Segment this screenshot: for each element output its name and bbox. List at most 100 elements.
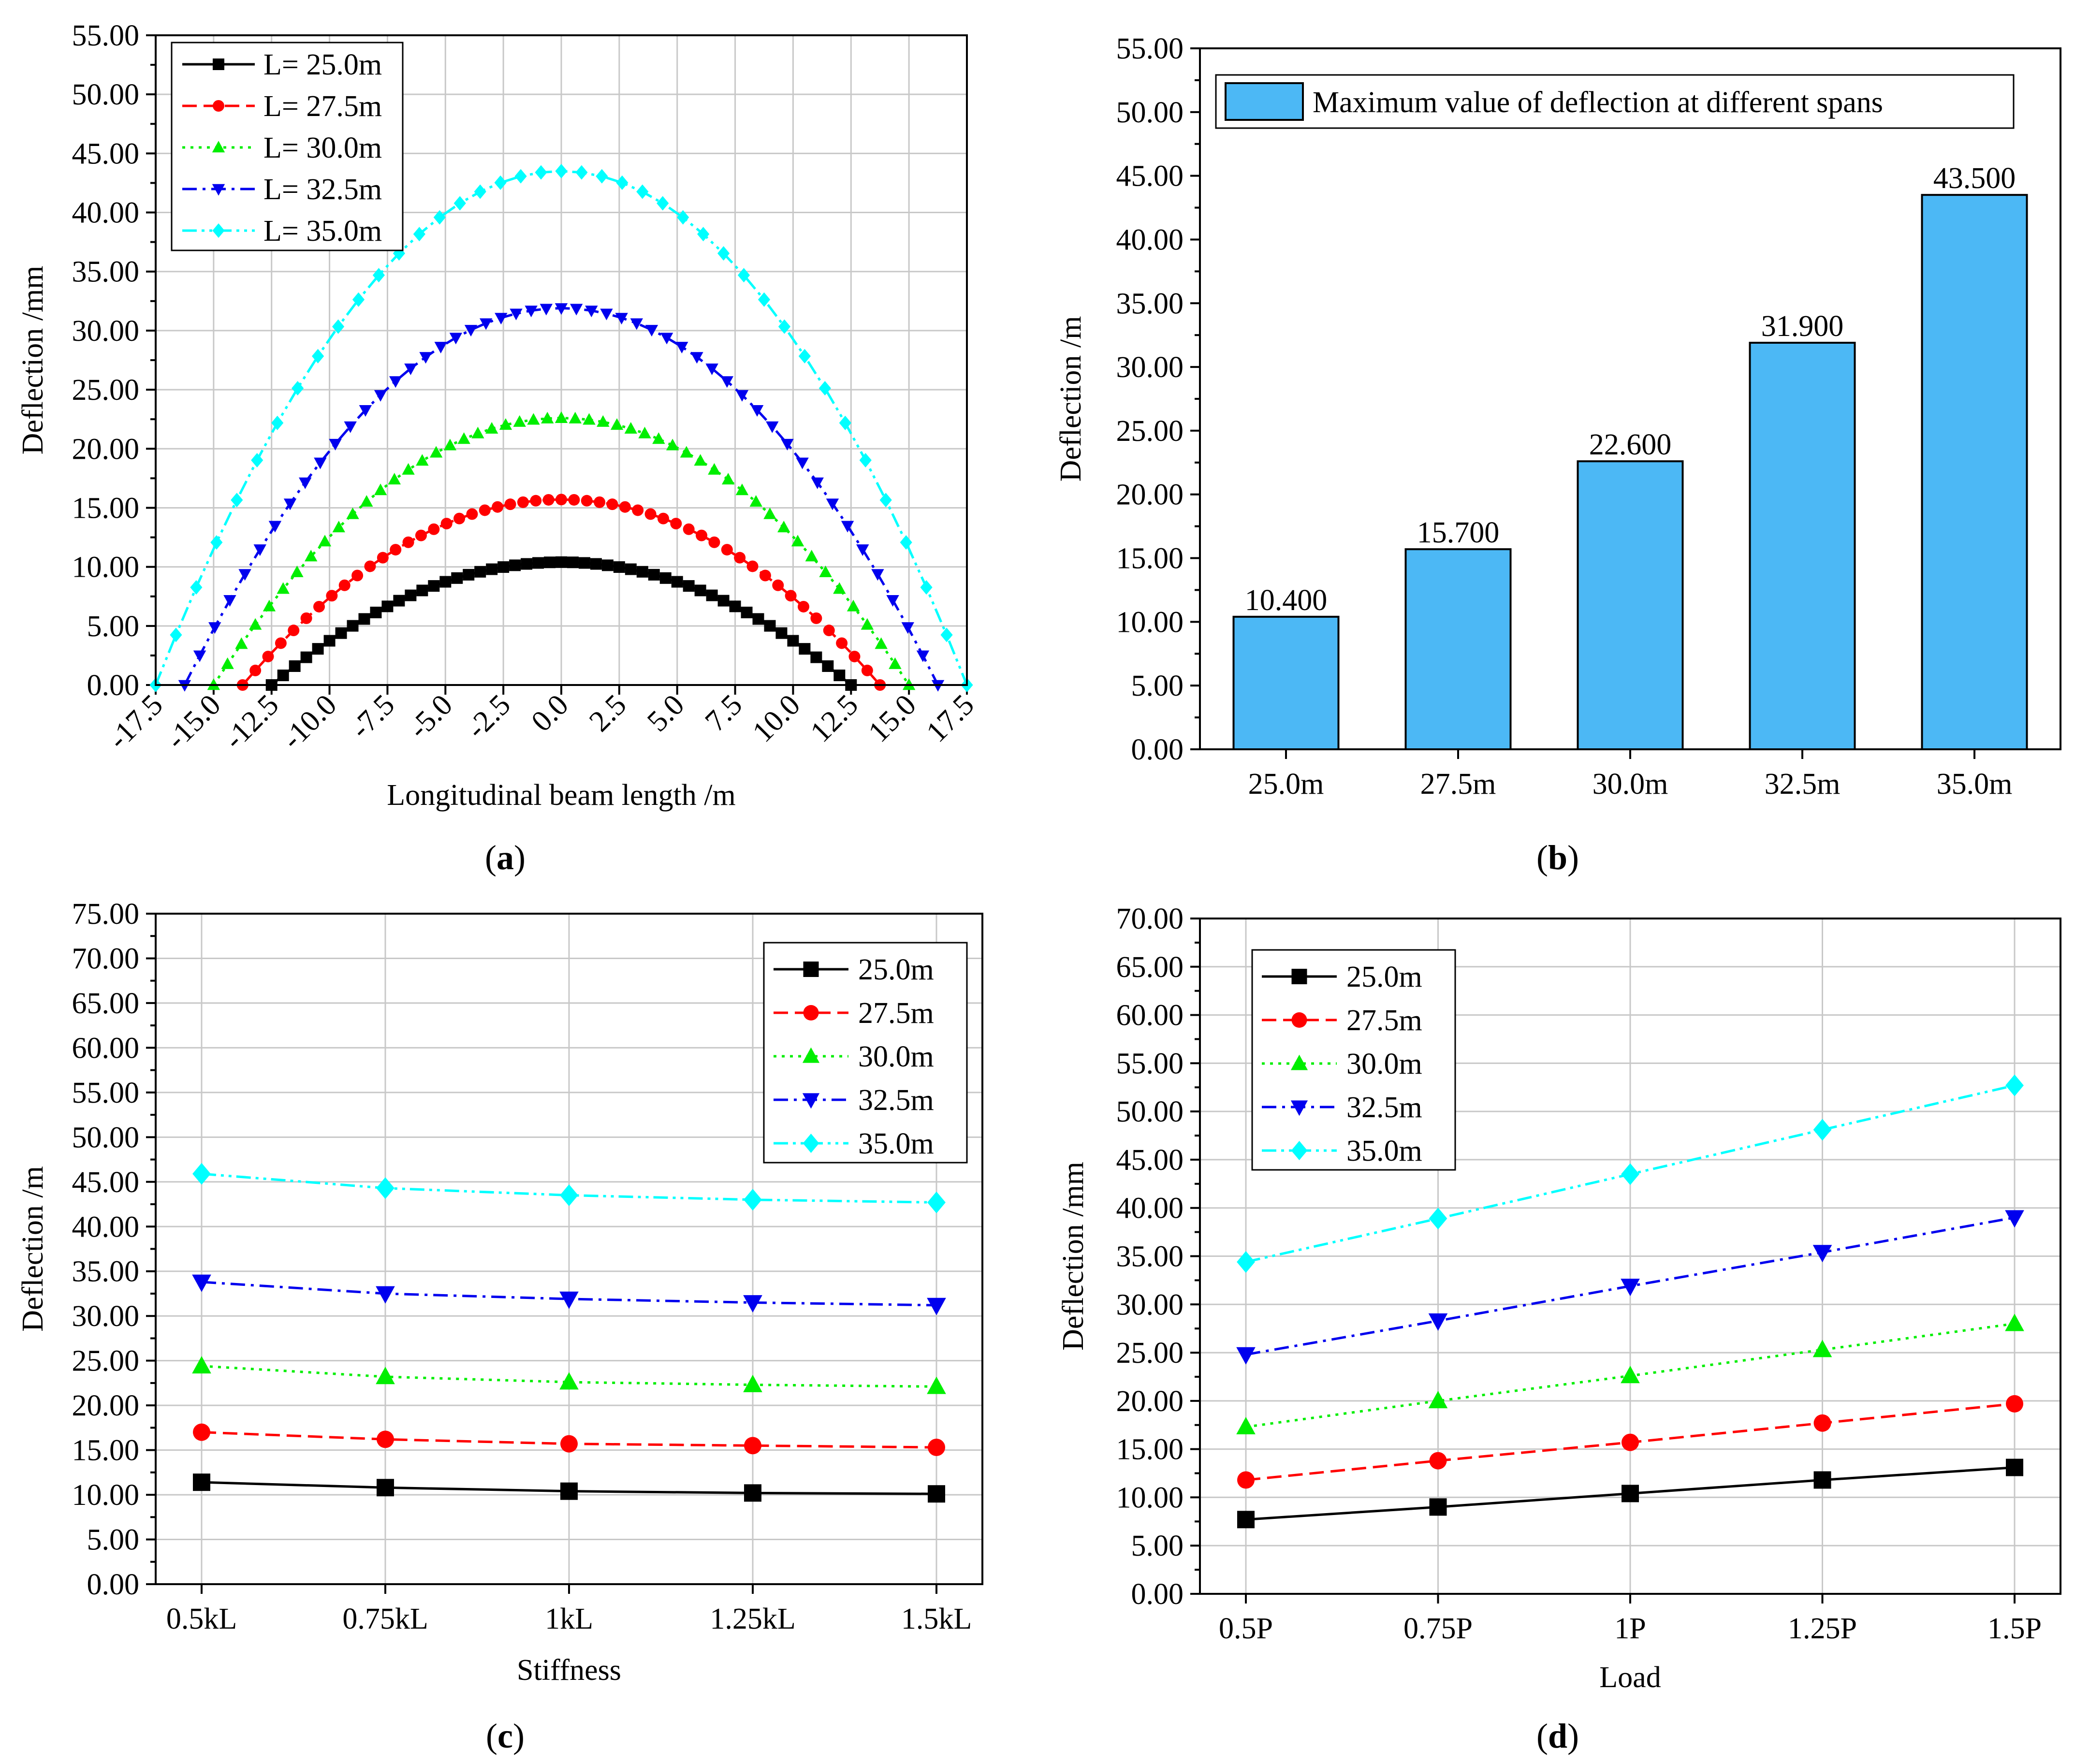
data-point	[323, 635, 336, 647]
data-point	[370, 606, 382, 618]
data-point	[645, 325, 658, 337]
series-1	[193, 1473, 945, 1503]
data-point	[683, 523, 695, 535]
legend-label: 35.0m	[858, 1127, 934, 1160]
data-point	[495, 313, 508, 325]
y-tick-label: 30.00	[72, 315, 140, 348]
data-point	[791, 535, 804, 547]
data-point	[193, 1423, 210, 1441]
data-point	[818, 381, 831, 396]
data-point	[555, 494, 567, 506]
legend-label: L= 27.5m	[263, 90, 382, 123]
y-tick-label: 40.00	[72, 1210, 140, 1243]
legend-label: 30.0m	[1346, 1048, 1422, 1080]
data-point	[741, 606, 753, 618]
data-point	[775, 627, 788, 639]
data-point	[344, 421, 357, 433]
legend-box	[171, 42, 404, 251]
data-point	[671, 576, 683, 588]
y-tick-label: 60.00	[72, 1032, 140, 1064]
data-point	[798, 349, 811, 364]
data-point	[192, 1163, 211, 1185]
x-tick-label: 1.5P	[1987, 1612, 2042, 1645]
y-tick-label: 35.00	[1116, 287, 1184, 320]
legend-entry: L= 27.5m	[182, 90, 382, 123]
y-tick-label: 45.00	[1116, 1144, 1184, 1177]
data-point	[2005, 1313, 2024, 1331]
legend-label: 32.5m	[858, 1084, 934, 1117]
data-point	[377, 552, 389, 564]
data-point	[268, 521, 282, 533]
panel-label: (b)	[1536, 838, 1579, 877]
data-point	[555, 411, 568, 423]
data-point	[759, 569, 771, 582]
data-point	[288, 625, 300, 637]
data-point	[2006, 1458, 2023, 1476]
data-point	[636, 184, 649, 199]
data-point	[381, 600, 394, 612]
data-point	[525, 306, 538, 318]
data-point	[541, 411, 554, 423]
y-tick-label: 0.00	[1131, 733, 1184, 766]
data-point	[735, 390, 749, 402]
data-point	[347, 620, 359, 632]
data-point	[625, 563, 637, 575]
data-point	[376, 1286, 395, 1304]
series-line	[154, 170, 968, 685]
data-point	[374, 483, 387, 496]
data-point	[744, 1437, 761, 1455]
data-point	[1429, 1208, 1447, 1230]
y-axis-label: Deflection /m	[1054, 316, 1087, 482]
data-point	[433, 210, 446, 225]
data-point	[675, 342, 688, 354]
data-point	[271, 415, 284, 430]
series-1	[265, 556, 857, 691]
data-point	[1428, 1391, 1448, 1409]
data-point	[192, 1356, 211, 1374]
panel-label: (d)	[1536, 1717, 1579, 1755]
bar-35.0m	[1921, 194, 2028, 751]
data-point	[208, 622, 221, 634]
x-tick-label: 0.75P	[1403, 1612, 1473, 1645]
data-point	[694, 584, 706, 597]
data-point	[697, 227, 710, 242]
data-point	[434, 342, 447, 354]
legend-box	[1251, 949, 1456, 1171]
data-point	[644, 508, 657, 520]
data-point	[717, 595, 730, 607]
data-point	[359, 405, 372, 417]
data-point	[555, 164, 568, 179]
data-point	[746, 560, 759, 572]
data-point	[1428, 1313, 1448, 1331]
data-point	[1429, 1498, 1447, 1516]
data-point	[657, 196, 669, 211]
legend-label: 25.0m	[858, 953, 934, 986]
legend-marker	[1291, 969, 1307, 984]
y-tick-label: 10.00	[1116, 606, 1184, 639]
data-point	[805, 550, 818, 562]
data-point	[312, 349, 324, 364]
x-axis-label: Load	[1599, 1661, 1661, 1694]
bar-30.0m	[1577, 460, 1684, 750]
x-tick-label: 2.5	[583, 688, 633, 738]
data-point	[517, 496, 529, 508]
data-point	[600, 308, 613, 321]
y-tick-label: 55.00	[1116, 1047, 1184, 1080]
x-tick-label: 27.5m	[1420, 768, 1496, 801]
y-tick-label: 10.00	[72, 551, 140, 584]
data-point	[364, 560, 376, 572]
data-point	[238, 569, 251, 581]
data-point	[248, 618, 262, 630]
x-tick-label: -10.0	[276, 688, 343, 756]
data-point	[486, 563, 498, 575]
data-point	[670, 518, 682, 530]
data-point	[1621, 1279, 1640, 1297]
data-point	[630, 318, 643, 330]
plot-frame	[1199, 918, 2061, 1595]
data-point	[706, 589, 718, 601]
data-point	[594, 496, 606, 508]
data-point	[744, 1189, 762, 1211]
data-point	[402, 463, 415, 475]
data-point	[555, 303, 568, 315]
